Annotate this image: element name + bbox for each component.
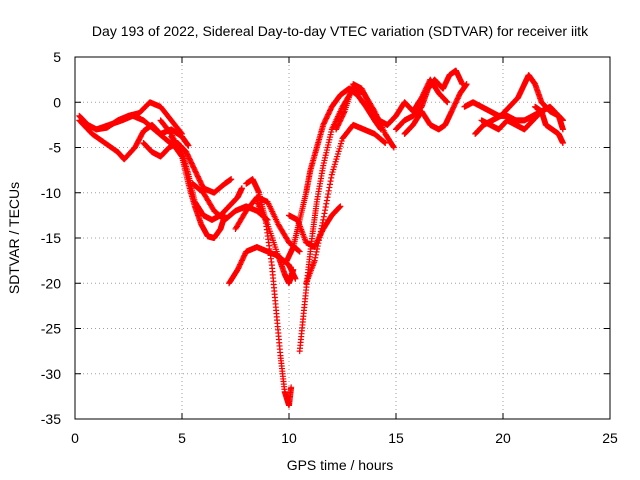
y-tick-label: -5 [49, 140, 62, 156]
data-point [288, 384, 295, 391]
data-point [325, 187, 332, 194]
series-track-4 [140, 139, 235, 196]
series-track-13 [296, 85, 397, 355]
data-point [312, 254, 319, 261]
data-point [322, 207, 329, 214]
data-point [325, 191, 332, 198]
data-point [336, 203, 343, 210]
data-point [326, 184, 333, 191]
data-points [76, 67, 566, 409]
x-tick-label: 0 [71, 430, 79, 446]
data-point [323, 197, 330, 204]
data-point [316, 234, 323, 241]
data-point [319, 222, 326, 229]
data-point [390, 143, 397, 150]
data-point [323, 200, 330, 207]
series-track-6 [157, 117, 228, 241]
data-point [559, 126, 566, 133]
data-point [381, 139, 388, 146]
y-tick-label: -10 [41, 185, 61, 201]
series-track-23 [532, 103, 566, 146]
x-tick-label: 15 [388, 430, 404, 446]
plot-frame [74, 56, 611, 420]
x-tick-label: 5 [178, 430, 186, 446]
data-point [318, 225, 325, 232]
y-tick-label: -20 [41, 275, 61, 291]
data-point [317, 231, 324, 238]
series-track-18 [393, 67, 466, 133]
data-point [228, 176, 235, 183]
data-point [337, 203, 344, 210]
data-point [327, 178, 334, 185]
data-point [314, 245, 321, 252]
data-point [295, 247, 302, 254]
data-point [290, 266, 297, 273]
series-track-19 [401, 81, 470, 137]
x-tick-label: 10 [281, 430, 297, 446]
data-point [328, 174, 335, 181]
data-point [314, 243, 321, 250]
y-tick-label: -30 [41, 366, 61, 382]
data-point [322, 203, 329, 210]
x-tick-label: 25 [602, 430, 618, 446]
data-point [443, 97, 450, 104]
data-point [324, 194, 331, 201]
y-tick-label: 0 [53, 94, 61, 110]
data-point [238, 185, 245, 192]
data-point [321, 210, 328, 217]
data-point [463, 81, 470, 88]
x-axis-label: GPS time / hours [287, 457, 394, 473]
data-point [341, 109, 348, 116]
x-tick-label: 20 [495, 430, 511, 446]
data-point [390, 144, 397, 151]
chart-title: Day 193 of 2022, Sidereal Day-to-day VTE… [92, 23, 589, 39]
data-point [320, 213, 327, 220]
data-point [326, 181, 333, 188]
y-tick-label: 5 [53, 49, 61, 65]
series-track-15 [303, 121, 389, 287]
series-track-7 [189, 180, 271, 223]
data-point [317, 228, 324, 235]
data-point [312, 251, 319, 258]
data-point [319, 219, 326, 226]
y-tick-label: -35 [41, 411, 61, 427]
data-point [382, 139, 389, 146]
data-point [313, 248, 320, 255]
data-point [320, 216, 327, 223]
data-point [444, 99, 451, 106]
data-point [443, 98, 450, 105]
data-point [185, 142, 192, 149]
y-axis-label: SDTVAR / TECUs [6, 182, 22, 294]
y-tick-label: -15 [41, 230, 61, 246]
data-point [311, 257, 318, 264]
data-point [559, 139, 566, 146]
data-point [296, 248, 303, 255]
data-point [336, 204, 343, 211]
series-track-16 [333, 81, 391, 133]
data-point [315, 240, 322, 247]
series-track-3 [93, 112, 185, 160]
data-point [315, 237, 322, 244]
series-track-11 [253, 198, 297, 287]
y-tick-label: -25 [41, 321, 61, 337]
